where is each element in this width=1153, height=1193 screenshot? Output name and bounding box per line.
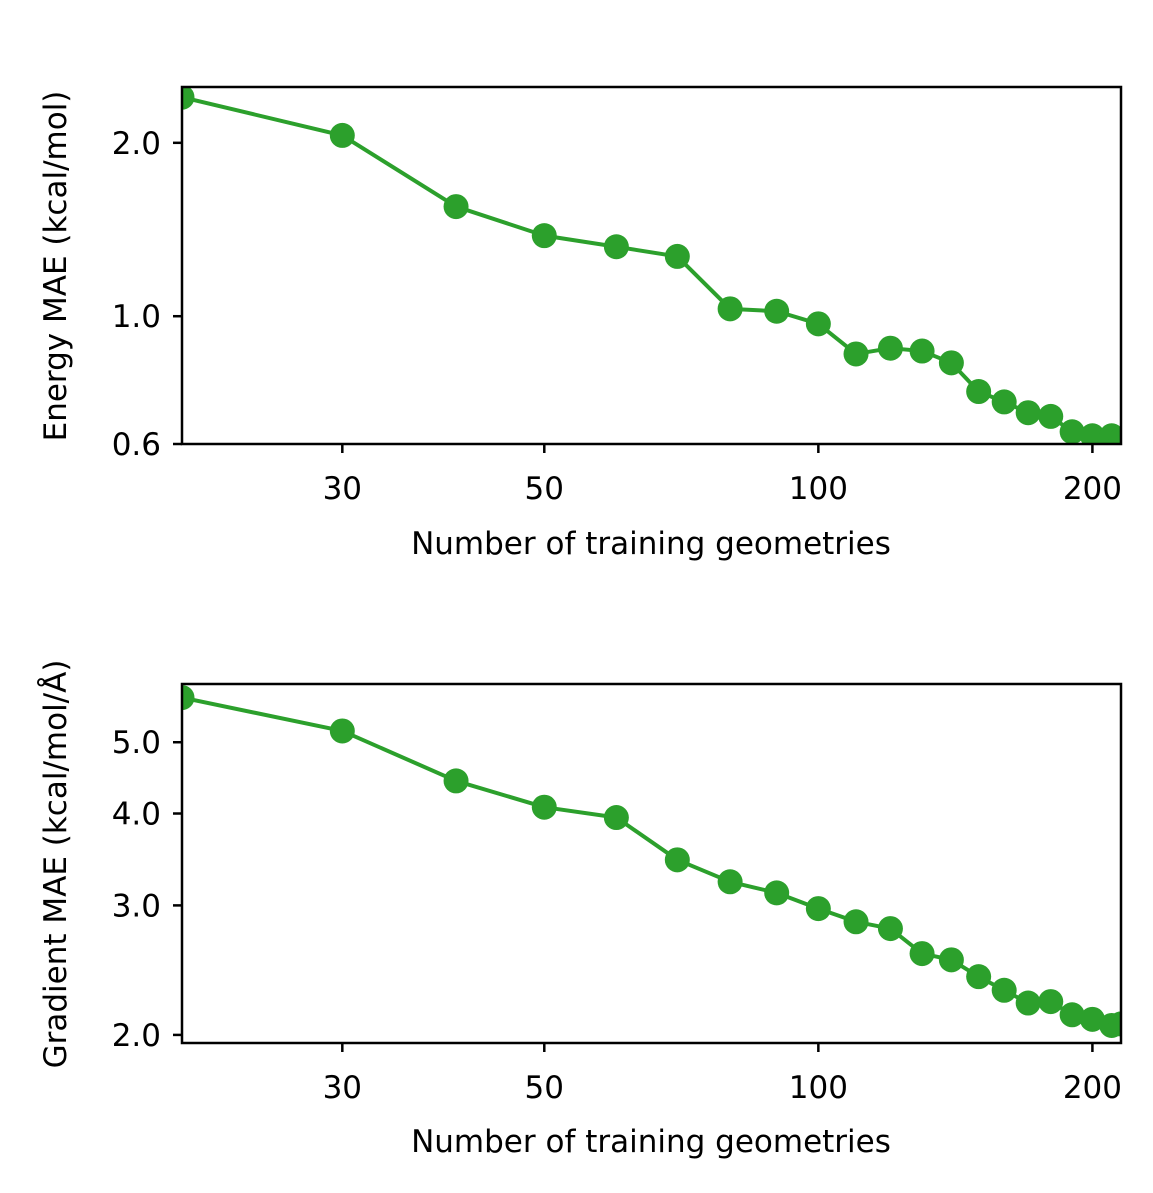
energy-data-point (877, 335, 903, 361)
gradient-y-tick-label: 2.0 (112, 1018, 161, 1054)
gradient-data-point (843, 909, 869, 935)
gradient-x-tick-label: 30 (323, 1070, 362, 1106)
energy-plot-area (182, 87, 1121, 444)
gradient-data-point (938, 947, 964, 973)
energy-x-tick-label: 50 (525, 471, 564, 507)
energy-y-tick-label: 2.0 (112, 126, 161, 162)
energy-data-point (1079, 423, 1105, 444)
energy-ticks: 30 50 100 200 0.6 1.0 2.0 (112, 126, 1122, 507)
gradient-data-point (603, 805, 629, 831)
gradient-data-point (764, 880, 790, 906)
gradient-data-point (991, 977, 1017, 1003)
energy-data-point (805, 311, 831, 337)
energy-data-point (764, 298, 790, 324)
gradient-data-point (1038, 989, 1064, 1015)
energy-data-point (443, 194, 469, 220)
gradient-axes-frame (180, 682, 1123, 1045)
energy-data-point (991, 389, 1017, 415)
energy-x-axis-label: Number of training geometries (411, 526, 891, 562)
energy-data-point (329, 122, 355, 148)
energy-data-point (1108, 427, 1121, 444)
gradient-ticks: 30 50 100 200 2.0 3.0 4.0 5.0 (112, 725, 1122, 1106)
energy-data-point (1015, 400, 1041, 426)
gradient-data-point (1108, 1011, 1121, 1037)
energy-axes-frame (180, 85, 1123, 446)
gradient-data-point (717, 869, 743, 895)
gradient-data-point (531, 794, 557, 820)
gradient-data-point (443, 768, 469, 794)
gradient-plot-area (182, 685, 1121, 1038)
energy-x-tick-label: 30 (323, 471, 362, 507)
gradient-x-tick-label: 50 (525, 1070, 564, 1106)
gradient-data-point (182, 685, 195, 711)
energy-data-point (603, 234, 629, 260)
gradient-data-point (805, 896, 831, 922)
energy-data-point (1059, 419, 1085, 444)
energy-data-point (966, 379, 992, 405)
energy-data-point (717, 296, 743, 322)
energy-mae-chart: 30 50 100 200 0.6 1.0 2.0 Number of training g… (38, 85, 1123, 562)
gradient-y-tick-label: 5.0 (112, 725, 161, 761)
gradient-y-tick-label: 4.0 (112, 797, 161, 833)
energy-x-tick-label: 200 (1063, 471, 1122, 507)
energy-data-point (938, 350, 964, 376)
energy-data-point (909, 338, 935, 364)
gradient-mae-chart: 30 50 100 200 2.0 3.0 4.0 5.0 Number of trainin… (38, 660, 1123, 1160)
gradient-y-tick-label: 3.0 (112, 888, 161, 924)
gradient-data-point (664, 847, 690, 873)
energy-data-point (182, 87, 195, 110)
energy-y-axis-label: Energy MAE (kcal/mol) (38, 91, 74, 442)
energy-y-tick-label: 0.6 (112, 427, 161, 463)
energy-data-point (843, 341, 869, 367)
gradient-data-point (966, 964, 992, 990)
gradient-x-axis-label: Number of training geometries (411, 1124, 891, 1160)
gradient-x-tick-label: 200 (1063, 1070, 1122, 1106)
energy-x-tick-label: 100 (789, 471, 848, 507)
gradient-data-point (877, 916, 903, 942)
gradient-x-tick-label: 100 (789, 1070, 848, 1106)
gradient-data-point (1059, 1002, 1085, 1028)
energy-data-point (531, 223, 557, 249)
energy-y-tick-label: 1.0 (112, 299, 161, 335)
energy-data-point (664, 243, 690, 269)
gradient-data-point (1079, 1006, 1105, 1032)
gradient-y-axis-label: Gradient MAE (kcal/mol/Å) (38, 660, 74, 1069)
gradient-data-point (329, 718, 355, 744)
gradient-data-point (1015, 990, 1041, 1016)
gradient-data-point (909, 941, 935, 967)
energy-data-point (1038, 403, 1064, 429)
